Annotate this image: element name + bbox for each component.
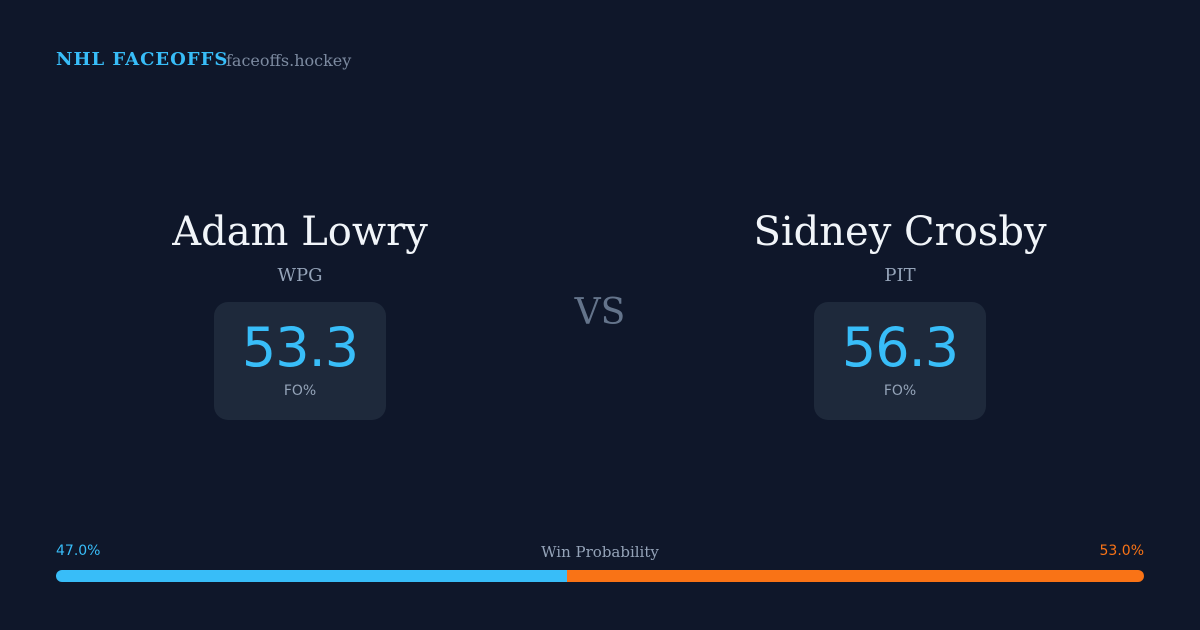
team: PIT — [884, 265, 916, 286]
player-name: Sidney Crosby — [753, 209, 1047, 255]
win-prob-title: Win Probability — [541, 543, 659, 561]
win-prob-right: 53.0% — [1099, 543, 1144, 559]
team: WPG — [277, 265, 323, 286]
player-left: Adam Lowry WPG 53.3 FO% — [50, 200, 550, 420]
win-prob-left: 47.0% — [56, 543, 101, 559]
player-name: Adam Lowry — [172, 209, 428, 255]
player-right: Sidney Crosby PIT 56.3 FO% — [650, 200, 1150, 420]
stat-card: 56.3 FO% — [814, 302, 986, 420]
brand: NHL FACEOFFS — [56, 49, 229, 70]
bar-segment-right — [567, 570, 1144, 582]
stat-value: 56.3 — [841, 316, 959, 379]
stat-card: 53.3 FO% — [214, 302, 386, 420]
stat-value: 53.3 — [241, 316, 359, 379]
vs: VS — [574, 292, 626, 333]
bar-segment-left — [56, 570, 568, 582]
stat-label: FO% — [283, 383, 317, 399]
site-link[interactable]: faceoffs.hockey — [226, 51, 352, 70]
stat-label: FO% — [883, 383, 917, 399]
win-prob-bar — [56, 570, 1144, 582]
